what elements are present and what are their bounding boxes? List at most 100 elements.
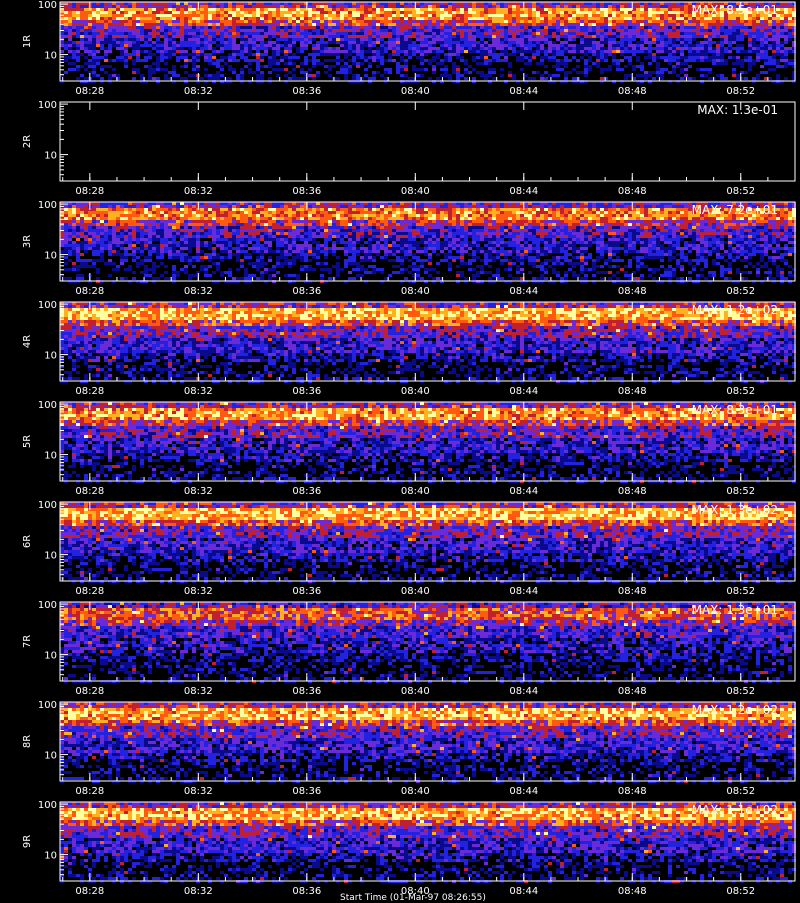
x-tick-label: 08:44: [509, 286, 538, 297]
x-tick-label: 08:28: [75, 186, 104, 197]
x-tick-label: 08:36: [292, 86, 321, 97]
x-tick-label: 08:44: [509, 86, 538, 97]
x-tick-label: 08:52: [726, 786, 755, 797]
x-tick-label: 08:40: [401, 186, 430, 197]
panel-label: 5R: [22, 435, 33, 448]
x-tick-label: 08:32: [184, 686, 213, 697]
x-tick-label: 08:28: [75, 386, 104, 397]
x-tick-label: 08:52: [726, 386, 755, 397]
x-tick-label: 08:52: [726, 186, 755, 197]
max-label: MAX: 1.2e+02: [692, 303, 778, 317]
x-tick-label: 08:48: [618, 86, 647, 97]
footer-start-time: Start Time (01-Mar-97 08:26:55): [340, 893, 486, 903]
x-tick-label: 08:32: [184, 86, 213, 97]
y-tick-label: 10: [44, 51, 57, 62]
x-tick-label: 08:36: [292, 686, 321, 697]
x-tick-label: 08:36: [292, 186, 321, 197]
panel-label: 7R: [22, 635, 33, 648]
y-tick-label: 10: [44, 451, 57, 462]
y-tick-label: 10: [44, 551, 57, 562]
max-label: MAX: 8.5e+01: [692, 3, 778, 17]
y-tick-label: 100: [38, 800, 57, 811]
x-tick-label: 08:52: [726, 86, 755, 97]
panel-4R: 100 10 08:28 08:32 08:36 08:40 08:44 08:48 08:52…: [22, 300, 796, 397]
y-tick-label: 100: [38, 500, 57, 511]
x-tick-label: 08:36: [292, 886, 321, 897]
x-tick-label: 08:36: [292, 486, 321, 497]
x-tick-label: 08:40: [401, 686, 430, 697]
x-tick-label: 08:52: [726, 486, 755, 497]
max-label: MAX: 1.1e+02: [692, 803, 778, 817]
x-tick-label: 08:32: [184, 486, 213, 497]
y-tick-label: 100: [38, 100, 57, 111]
x-tick-label: 08:32: [184, 386, 213, 397]
panel-label: 6R: [22, 535, 33, 548]
x-tick-label: 08:44: [509, 386, 538, 397]
x-tick-label: 08:36: [292, 386, 321, 397]
max-label: MAX: 1.3e-01: [697, 103, 778, 117]
plot-area: [60, 102, 795, 181]
x-tick-label: 08:40: [401, 386, 430, 397]
x-tick-label: 08:28: [75, 586, 104, 597]
x-tick-label: 08:52: [726, 686, 755, 697]
panel-label: 9R: [22, 835, 33, 848]
x-tick-label: 08:28: [75, 686, 104, 697]
x-tick-label: 08:32: [184, 586, 213, 597]
x-tick-label: 08:48: [618, 886, 647, 897]
x-tick-label: 08:48: [618, 786, 647, 797]
x-tick-label: 08:48: [618, 186, 647, 197]
max-label: MAX: 8.3e+01: [692, 403, 778, 417]
x-tick-label: 08:28: [75, 886, 104, 897]
panel-label: 1R: [22, 35, 33, 48]
max-label: MAX: 1.3e+01: [692, 603, 778, 617]
x-tick-label: 08:52: [726, 586, 755, 597]
x-tick-label: 08:28: [75, 486, 104, 497]
x-tick-label: 08:40: [401, 486, 430, 497]
x-tick-label: 08:36: [292, 586, 321, 597]
panel-label: 3R: [22, 235, 33, 248]
heatmap-cells: [60, 502, 796, 583]
y-tick-label: 100: [38, 400, 57, 411]
x-tick-label: 08:48: [618, 386, 647, 397]
panel-label: 8R: [22, 735, 33, 748]
y-tick-label: 10: [44, 751, 57, 762]
x-tick-label: 08:48: [618, 686, 647, 697]
x-tick-label: 08:32: [184, 286, 213, 297]
x-tick-label: 08:32: [184, 786, 213, 797]
max-label: MAX: 7.2e+01: [692, 203, 778, 217]
x-tick-label: 08:44: [509, 586, 538, 597]
x-tick-label: 08:36: [292, 786, 321, 797]
y-tick-label: 10: [44, 251, 57, 262]
x-tick-label: 08:32: [184, 186, 213, 197]
x-tick-label: 08:44: [509, 886, 538, 897]
x-tick-label: 08:48: [618, 286, 647, 297]
y-tick-label: 10: [44, 851, 57, 862]
x-tick-label: 08:44: [509, 786, 538, 797]
x-tick-label: 08:28: [75, 286, 104, 297]
x-tick-label: 08:40: [401, 786, 430, 797]
y-tick-label: 100: [38, 300, 57, 311]
x-tick-label: 08:32: [184, 886, 213, 897]
x-tick-label: 08:28: [75, 86, 104, 97]
x-tick-label: 08:40: [401, 286, 430, 297]
y-tick-label: 100: [38, 200, 57, 211]
panel-5R: 100 10 08:28 08:32 08:36 08:40 08:44 08:48 08:52…: [22, 400, 796, 497]
x-tick-label: 08:48: [618, 486, 647, 497]
heatmap-cells: [60, 402, 796, 483]
y-tick-label: 10: [44, 151, 57, 162]
x-tick-label: 08:52: [726, 886, 755, 897]
x-tick-label: 08:44: [509, 486, 538, 497]
x-tick-label: 08:28: [75, 786, 104, 797]
y-tick-label: 10: [44, 351, 57, 362]
max-label: MAX: 1.2e+02: [692, 703, 778, 717]
x-tick-label: 08:48: [618, 586, 647, 597]
y-tick-label: 100: [38, 0, 57, 11]
